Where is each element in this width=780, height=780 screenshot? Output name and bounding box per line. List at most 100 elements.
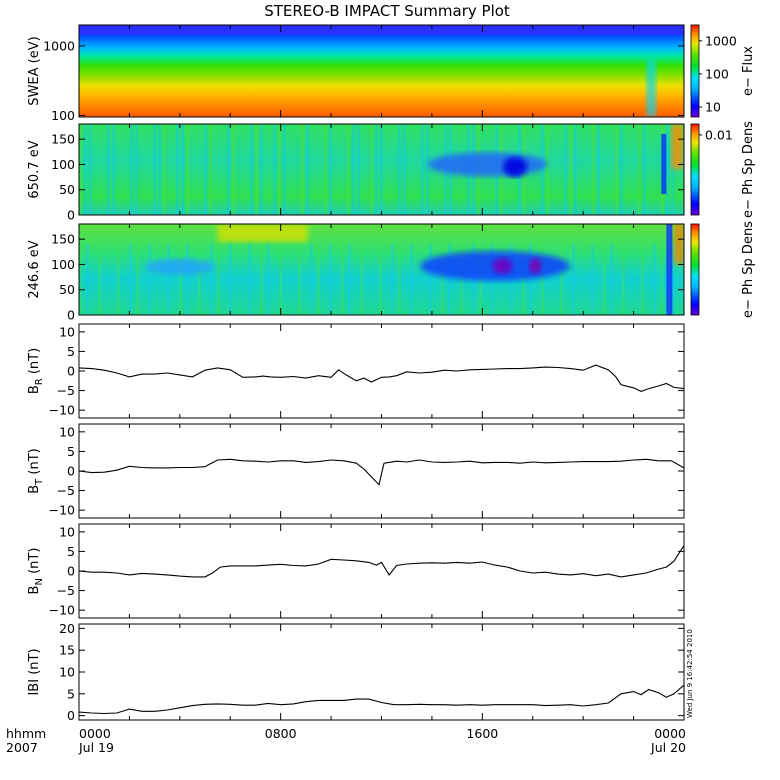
spectrogram-streak [448, 244, 451, 315]
spectrogram-streak [357, 124, 360, 215]
y-axis-label: BT (nT) [27, 448, 45, 494]
y-axis-label: BN (nT) [27, 548, 45, 595]
y-axis-label-subscript: R [34, 378, 45, 385]
spectrogram-streak [546, 124, 549, 215]
panel-2: 0.01 e− Ph Sp Dens 150 100 50 0 650.7 eV [27, 121, 756, 223]
y-tick-label: 5 [67, 344, 75, 359]
spectrogram-streak [620, 124, 623, 215]
spectrogram-streak [112, 124, 115, 215]
spectrogram-cold-spot [666, 224, 673, 315]
spectrogram-top-band [79, 25, 684, 35]
y-tick-label: 1000 [43, 38, 75, 53]
spectrogram-streak [204, 124, 207, 215]
y-axis-label-main: B [27, 385, 42, 394]
panel-5: BT (nT) 10 5 0 −5 −10 [27, 423, 685, 519]
y-tick-label: −10 [49, 603, 75, 618]
panel-frame [78, 623, 685, 721]
y-tick-label: 10 [59, 665, 75, 680]
spectrogram-streak [603, 244, 606, 315]
y-tick-label: −5 [57, 383, 75, 398]
spectrogram-background [79, 124, 684, 215]
spectrogram-streak [541, 124, 544, 215]
y-tick-label: 50 [59, 282, 75, 297]
colorbar-label: e− Ph Sp Dens [741, 121, 756, 218]
spectrogram-streak [352, 124, 355, 215]
spectrogram-streak [564, 124, 567, 215]
y-axis-label: BR (nT) [27, 348, 45, 394]
spectrogram-streak [653, 244, 656, 315]
y-tick-label: 5 [67, 444, 75, 459]
spectrogram-streak [348, 244, 351, 315]
spectrogram-streak [176, 124, 179, 215]
spectrogram-streak [441, 244, 444, 315]
spectrogram-streak [426, 124, 429, 215]
y-axis-label-subscript: T [34, 478, 45, 486]
y-axis-label-main: B [27, 485, 42, 494]
panel-4: BR (nT) 10 5 0 −5 −10 [27, 323, 685, 419]
spectrogram-streak [84, 124, 87, 215]
spectrogram-streak [267, 244, 270, 315]
spectrogram-streak [341, 244, 344, 315]
y-tick-label: 150 [51, 232, 75, 247]
y-tick-label: 100 [51, 257, 75, 272]
spectrogram-streak [615, 124, 618, 215]
spectrogram-streak [301, 124, 304, 215]
spectrogram-streak [130, 124, 133, 215]
y-axis-label: SWEA (eV) [27, 36, 42, 105]
spectrogram-streak [135, 124, 138, 215]
spectrogram-streak [622, 244, 625, 315]
time-axis-label-year: 2007 [6, 740, 38, 755]
y-axis-label-main: B [27, 586, 42, 595]
spectrogram-depletion [427, 152, 548, 177]
spectrogram-streak [329, 124, 332, 215]
spectrogram-streak [227, 124, 230, 215]
spectrogram-streak [229, 244, 232, 315]
y-tick-label: −5 [57, 483, 75, 498]
spectrogram-streak [643, 124, 646, 215]
spectrogram-streak [421, 124, 424, 215]
spectrogram-streak [209, 124, 212, 215]
spectrogram-depletion-core [503, 156, 528, 177]
spectrogram-streak [572, 244, 575, 315]
spectrogram-streak [89, 124, 92, 215]
spectrogram-streak [610, 244, 613, 315]
spectrogram-streak [181, 124, 184, 215]
colorbar-2 [690, 123, 700, 216]
y-tick-label: −5 [57, 583, 75, 598]
panel-3: e− Ph Sp Dens 150 100 50 0 246.6 eV [27, 221, 756, 323]
spectrogram-streak [671, 124, 674, 215]
spectrogram-streak [591, 244, 594, 315]
spectrogram-event-stripe [646, 60, 657, 117]
colorbar-1 [690, 24, 700, 118]
series-line [79, 458, 684, 486]
spectrogram-streak [279, 244, 282, 315]
y-tick-label: 15 [59, 643, 75, 658]
spectrogram-streak [574, 124, 577, 215]
y-tick-label: 0 [67, 364, 75, 379]
x-tick-label-time: 0800 [265, 726, 297, 741]
y-axis-label: 650.7 eV [27, 140, 42, 198]
spectrogram-streak [232, 124, 235, 215]
spectrogram-streak [592, 124, 595, 215]
spectrogram-streak [217, 244, 220, 315]
spectrogram-streak [429, 244, 432, 315]
colorbar-3 [690, 223, 700, 316]
colorbar-tick-label: 100 [705, 66, 729, 81]
spectrogram-background [79, 25, 684, 117]
y-tick-label: 0 [67, 564, 75, 579]
spectrogram-hot-spot [671, 124, 684, 169]
spectrogram-streak [298, 244, 301, 315]
y-tick-label: 0 [67, 308, 75, 323]
spectrogram-streak [360, 244, 363, 315]
spectrogram-streak [306, 124, 309, 215]
spectrogram-streak [107, 124, 110, 215]
colorbar-tick-label: 1000 [705, 33, 737, 48]
x-tick-label-time: 0000 [79, 726, 111, 741]
colorbar-label: e− Flux [741, 46, 756, 96]
spectrogram-streak [379, 244, 382, 315]
spectrogram-streak [597, 124, 600, 215]
panel-6: BN (nT) 10 5 0 −5 −10 [27, 523, 685, 619]
spectrogram-streak [317, 244, 320, 315]
spectrogram-depletion-core [529, 257, 542, 274]
